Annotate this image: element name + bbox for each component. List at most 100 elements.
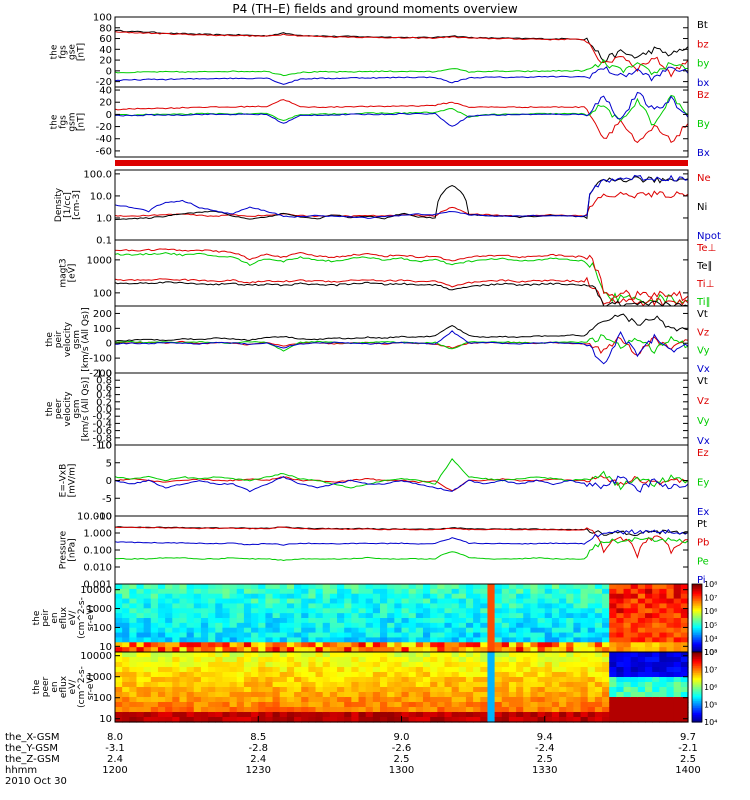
spectrogram-cell [422, 588, 431, 595]
spectrogram-cell [243, 584, 252, 590]
x-tick-label: 9.4 [537, 732, 553, 743]
spectrogram-cell [415, 657, 424, 663]
spectrogram-cell [172, 603, 181, 609]
spectrogram-cell [337, 637, 345, 643]
spectrogram-cell [215, 593, 224, 600]
spectrogram-cell [315, 677, 324, 683]
spectrogram-cell [430, 618, 438, 624]
spectrogram-cell [243, 697, 252, 703]
spectrogram-cell [150, 672, 159, 678]
spectrogram-cell [530, 662, 539, 668]
spectrogram-cell [494, 584, 503, 590]
spectrogram-cell [594, 717, 603, 723]
spectrogram-cell [229, 584, 238, 590]
spectrogram-cell [508, 618, 517, 624]
spectrogram-cell [430, 598, 438, 605]
spectrogram-cell [422, 702, 431, 708]
spectrogram-cell [186, 707, 195, 713]
spectrogram-cell [258, 702, 267, 708]
colorbar-cell [692, 631, 702, 634]
date-label: 2010 Oct 30 [5, 776, 67, 787]
legend-entry: Te⊥ [696, 243, 716, 254]
series-line-Bt [114, 29, 689, 62]
spectrogram-cell [602, 647, 610, 653]
spectrogram-cell [580, 712, 589, 718]
spectrogram-cell [408, 667, 417, 673]
spectrogram-cell [566, 652, 574, 658]
spectrogram-cell [129, 603, 138, 609]
spectrogram-cell [243, 717, 252, 723]
spectrogram-cell [566, 647, 574, 653]
spectrogram-cell [279, 707, 288, 713]
spectrogram-cell [315, 598, 324, 605]
spectrogram-cell [444, 717, 453, 723]
spectrogram-cell [594, 593, 603, 600]
spectrogram-cell [179, 652, 188, 658]
spectrogram-cell [215, 622, 224, 629]
spectrogram-cell [680, 588, 689, 595]
spectrogram-cell [258, 692, 267, 698]
spectrogram-cell [193, 632, 202, 639]
spectrogram-cell [580, 697, 589, 703]
y-tick-label: 0.2 [96, 397, 112, 408]
spectrogram-cell [537, 702, 546, 708]
spectrogram-cell [573, 593, 582, 600]
spectrogram-cell [501, 618, 510, 624]
spectrogram-cell [480, 603, 489, 609]
spectrogram-cell [652, 642, 660, 648]
spectrogram-cell [659, 682, 668, 688]
x-tick-label: 2.4 [250, 754, 266, 765]
spectrogram-cell [530, 608, 539, 614]
spectrogram-cell [645, 662, 653, 668]
spectrogram-cell [401, 657, 410, 663]
spectrogram-cell [623, 702, 632, 708]
spectrogram-cell [630, 642, 639, 648]
spectrogram-cell [329, 584, 338, 590]
series-line-Te∥ [114, 281, 689, 307]
spectrogram-cell [508, 642, 517, 648]
spectrogram-cell [136, 662, 145, 668]
spectrogram-cell [172, 642, 181, 648]
spectrogram-cell [286, 647, 295, 653]
spectrogram-cell [265, 667, 274, 673]
spectrogram-cell [344, 608, 352, 614]
spectrogram-cell [415, 632, 424, 639]
colorbar-tick-label: 10³ [704, 648, 717, 657]
spectrogram-cell [444, 677, 453, 683]
spectrogram-cell [157, 618, 166, 624]
spectrogram-cell [200, 692, 209, 698]
spectrogram-cell [358, 608, 367, 614]
spectrogram-cell [516, 613, 524, 619]
spectrogram-cell [530, 593, 539, 600]
spectrogram-cell [272, 692, 281, 698]
spectrogram-cell [243, 627, 252, 634]
spectrogram-cell [523, 622, 532, 629]
spectrogram-cell [358, 598, 367, 605]
spectrogram-cell [501, 593, 510, 600]
spectrogram-cell [150, 608, 159, 614]
spectrogram-cell [358, 667, 367, 673]
spectrogram-cell [487, 667, 496, 673]
spectrogram-cell [365, 692, 374, 698]
colorbar-cell [692, 635, 702, 638]
spectrogram-cell [129, 677, 138, 683]
spectrogram-cell [623, 598, 632, 605]
spectrogram-cell [265, 657, 274, 663]
spectrogram-cell [673, 712, 682, 718]
spectrogram-cell [222, 588, 231, 595]
spectrogram-cell [637, 598, 646, 605]
spectrogram-cell [193, 677, 202, 683]
spectrogram-cell [351, 588, 360, 595]
spectrogram-cell [243, 647, 252, 653]
spectrogram-cell [265, 682, 274, 688]
spectrogram-cell [480, 652, 489, 658]
spectrogram-cell [387, 588, 395, 595]
spectrogram-cell [115, 687, 123, 693]
spectrogram-cell [344, 657, 352, 663]
spectrogram-cell [279, 697, 288, 703]
spectrogram-cell [136, 647, 145, 653]
spectrogram-cell [358, 687, 367, 693]
spectrogram-cell [566, 588, 574, 595]
spectrogram-cell [301, 618, 309, 624]
spectrogram-cell [329, 608, 338, 614]
